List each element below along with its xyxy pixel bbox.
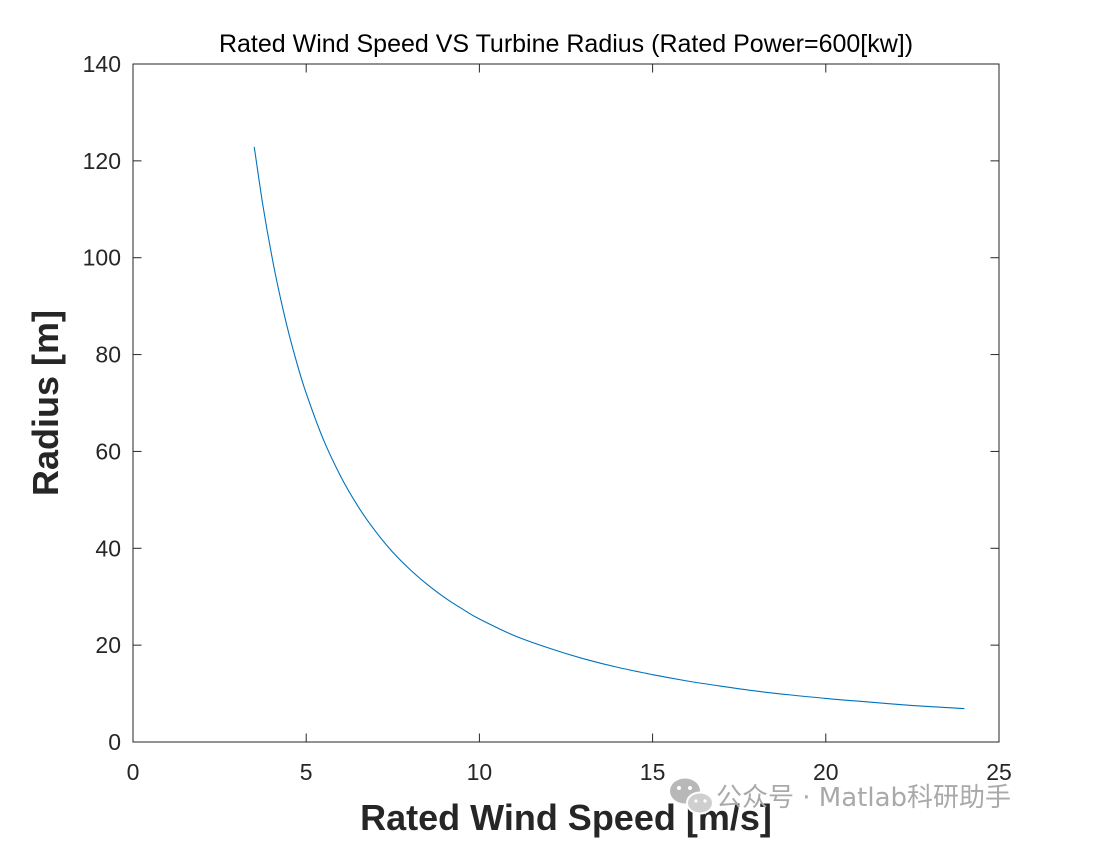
- y-tick-label: 60: [95, 438, 121, 464]
- y-tick-label: 80: [95, 342, 121, 368]
- series-line: [253, 146, 965, 710]
- y-tick-label: 40: [95, 535, 121, 561]
- x-tick-label: 25: [986, 759, 1012, 785]
- x-tick-label: 0: [127, 759, 140, 785]
- watermark: 公众号 · Matlab科研助手: [670, 778, 1011, 815]
- plot-area: [133, 64, 999, 742]
- y-tick-label: 140: [83, 51, 121, 77]
- y-tick-label: 120: [83, 148, 121, 174]
- axes-box: [132, 63, 1000, 743]
- x-tick-label: 5: [300, 759, 313, 785]
- axis-tick-labels: 0 5 10 15 20 25 0 20 40 60 80 100 120 140: [83, 51, 1012, 785]
- y-axis-label: Radius [m]: [25, 310, 66, 496]
- x-tick-label: 15: [640, 759, 666, 785]
- y-tick-label: 20: [95, 632, 121, 658]
- y-tick-label: 0: [108, 729, 121, 755]
- watermark-text: 公众号 · Matlab科研助手: [716, 783, 1011, 813]
- y-tick-label: 100: [83, 245, 121, 271]
- wechat-icon: [670, 778, 714, 815]
- x-tick-label: 20: [813, 759, 839, 785]
- chart-title: Rated Wind Speed VS Turbine Radius (Rate…: [219, 30, 913, 58]
- x-tick-label: 10: [467, 759, 493, 785]
